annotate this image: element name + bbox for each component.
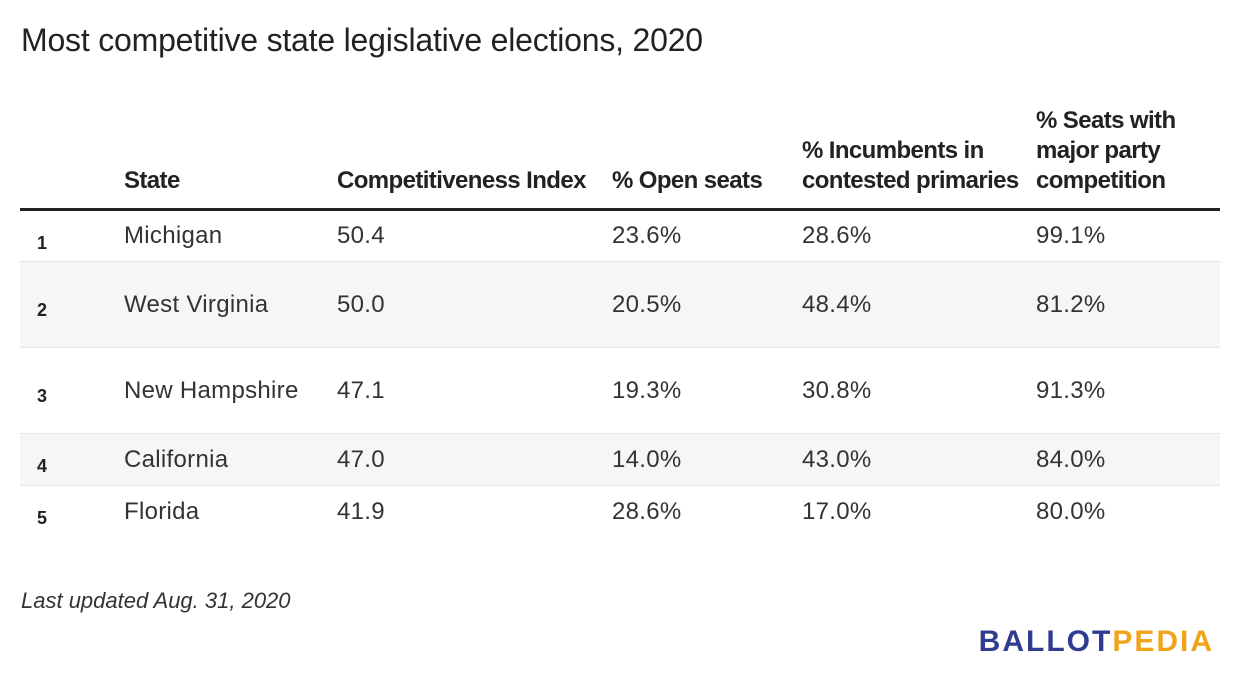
row-open: 19.3% [612,376,682,404]
row-incumbents: 48.4% [802,290,872,318]
row-state: Michigan [124,222,223,249]
data-table: State Competitiveness Index % Open seats… [20,106,1220,538]
header-seats-competition: % Seats with major party competition [1036,107,1176,194]
table-row: 1 Michigan 50.4 23.6% 28.6% 99.1% [20,210,1220,262]
row-rank: 2 [37,300,48,320]
row-open: 23.6% [612,222,682,249]
header-open-seats: % Open seats [612,167,763,194]
header-competitiveness-index: Competitiveness Index [337,167,586,194]
row-state: California [124,445,229,473]
row-rank: 5 [37,508,48,528]
row-state: New Hampshire [124,376,299,404]
header-rank [20,106,124,210]
row-seats: 81.2% [1036,290,1106,318]
row-state: West Virginia [124,290,269,318]
row-open: 14.0% [612,445,682,473]
row-incumbents: 28.6% [802,222,872,249]
logo-text-pedia: PEDIA [1112,625,1214,658]
logo-text-ballot: BALLOT [978,625,1113,658]
row-index: 41.9 [337,497,385,525]
row-index: 50.4 [337,222,385,249]
row-incumbents: 30.8% [802,376,872,404]
ballotpedia-logo[interactable]: BALLOTPEDIA [979,625,1214,659]
chart-title: Most competitive state legislative elect… [21,22,703,58]
row-index: 47.1 [337,376,385,404]
row-seats: 84.0% [1036,445,1106,473]
row-index: 50.0 [337,290,385,318]
row-incumbents: 43.0% [802,445,872,473]
row-open: 28.6% [612,497,682,525]
table-header-row: State Competitiveness Index % Open seats… [20,106,1220,210]
row-state: Florida [124,497,200,525]
row-seats: 91.3% [1036,376,1106,404]
table-row: 2 West Virginia 50.0 20.5% 48.4% 81.2% [20,261,1220,348]
row-rank: 4 [37,456,48,476]
last-updated-note: Last updated Aug. 31, 2020 [21,588,291,613]
table-row: 4 California 47.0 14.0% 43.0% 84.0% [20,433,1220,486]
row-rank: 3 [37,386,48,406]
header-state: State [124,167,180,194]
row-rank: 1 [37,233,48,253]
header-incumbents-contested: % Incumbents in contested primaries [802,137,1019,194]
table-row: 3 New Hampshire 47.1 19.3% 30.8% 91.3% [20,348,1220,434]
table-row: 5 Florida 41.9 28.6% 17.0% 80.0% [20,486,1220,538]
row-open: 20.5% [612,290,682,318]
data-table-container: State Competitiveness Index % Open seats… [20,106,1220,538]
row-seats: 99.1% [1036,222,1106,249]
row-seats: 80.0% [1036,497,1106,525]
row-index: 47.0 [337,445,385,473]
row-incumbents: 17.0% [802,497,872,525]
